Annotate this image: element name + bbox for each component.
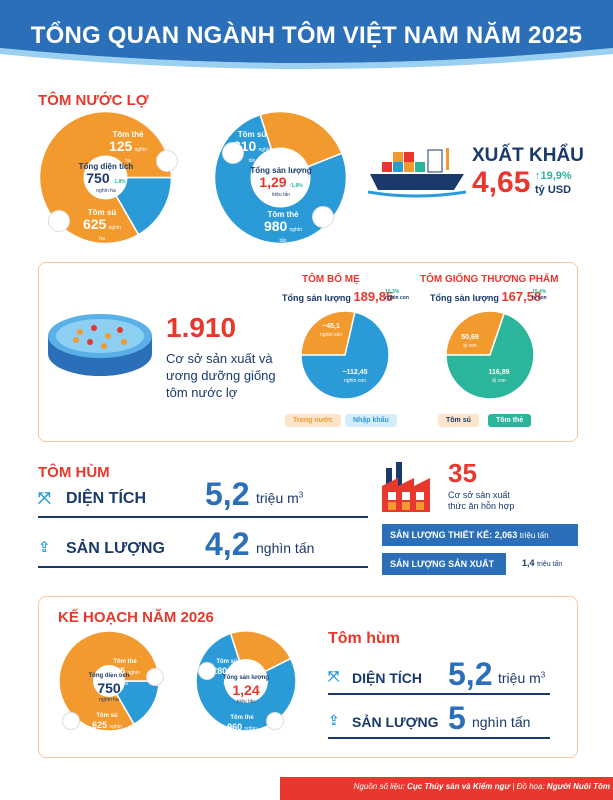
upload-icon: ⇪ xyxy=(38,539,51,556)
broodstock-total: Tổng sản lượng 189,85 xyxy=(282,289,394,304)
plan-area-value: 5,2 xyxy=(448,656,493,692)
lobster-area-label: DIỆN TÍCH xyxy=(66,490,146,507)
plan-area-label: DIỆN TÍCH xyxy=(352,670,422,686)
pie-area-whiteleg-label: Tôm thẻ 125 nghìn ha xyxy=(108,130,148,164)
pie-slice-trong-nước xyxy=(300,310,356,356)
feed-description: Cơ sở sản xuất thức ăn hỗn hợp xyxy=(448,490,515,511)
factory-icon xyxy=(382,462,430,512)
seed-description: Cơ sở sản xuất và ương dưỡng giống tôm nướ… xyxy=(166,351,276,400)
divider xyxy=(38,516,368,518)
plan-panel xyxy=(38,596,578,758)
section-title-plan: KẾ HOẠCH NĂM 2026 xyxy=(58,609,214,626)
expand-icon: ⤧ xyxy=(38,490,51,507)
legend-whiteleg: Tôm thẻ xyxy=(488,414,532,427)
pie-area-tiger-label: Tôm sú 625 nghìn ha xyxy=(82,208,122,242)
feed-count: 35 xyxy=(448,458,477,488)
commercial-seed-title: TÔM GIỐNG THƯƠNG PHẨM xyxy=(420,274,559,285)
upload-icon: ⇪ xyxy=(328,712,340,728)
shrimp-icon xyxy=(266,712,284,730)
pie-area-2026 xyxy=(58,630,160,732)
title-banner xyxy=(0,0,613,69)
plan-lobster-title: Tôm hùm xyxy=(328,630,400,647)
lobster-area-unit: triệu m3 xyxy=(256,490,304,506)
plan-area-tiger-label: Tôm sú 625 nghìn ha xyxy=(92,713,122,741)
pie-output-whiteleg-label: Tôm thẻ 980 nghìn tấn xyxy=(263,210,303,244)
plan-area-center: Tổng diện tích 750 nghìn ha xyxy=(88,673,130,703)
pie-output-center: Tổng sản lượng 1,29 ↑1,8% triệu tấn xyxy=(250,166,312,198)
broodstock-title: TÔM BỐ MẸ xyxy=(302,274,360,285)
feed-design-capacity: SẢN LƯỢNG THIẾT KẾ: 2,063 triệu tấn xyxy=(382,524,578,546)
lobster-area-value: 5,2 xyxy=(205,476,250,512)
divider xyxy=(38,566,368,568)
shrimp-icon xyxy=(222,142,244,164)
export-value: 4,65 xyxy=(472,166,531,199)
section-title-brackish: TÔM NƯỚC LỢ xyxy=(38,92,149,109)
feed-actual-value: 1,4 triệu tấn xyxy=(522,558,563,568)
legend-import: Nhập khẩu xyxy=(345,414,397,427)
plan-area-whiteleg-label: Tôm thẻ 125 nghìn ha xyxy=(110,659,140,687)
pie-broodstock xyxy=(300,310,390,400)
export-unit: tỷ USD xyxy=(535,184,572,196)
cargo-ship-icon xyxy=(368,148,466,198)
plan-output-label: SẢN LƯỢNG xyxy=(352,714,439,730)
commercial-whiteleg-label: 116,89 tỷ con xyxy=(488,369,510,384)
pie-slice-tôm-sú xyxy=(445,310,506,356)
legend-tiger: Tôm sú xyxy=(438,414,479,427)
pie-area-2025 xyxy=(38,110,173,245)
broodstock-change: 10,3% nghìn con xyxy=(385,289,409,301)
commercial-seed-change: 15,4% tỷ con xyxy=(532,289,547,301)
divider xyxy=(328,737,550,739)
shrimp-icon xyxy=(198,662,216,680)
lobster-output-label: SẢN LƯỢNG xyxy=(66,540,165,557)
export-label: XUẤT KHẨU xyxy=(472,145,584,166)
shrimp-icon xyxy=(62,712,80,730)
shrimp-icon xyxy=(156,150,178,172)
footer-bar xyxy=(280,777,613,800)
plan-area-unit: triệu m3 xyxy=(498,670,546,686)
seed-panel xyxy=(38,262,578,442)
broodstock-domestic-label: ~45,1 nghìn con xyxy=(320,323,342,338)
pie-area-center: Tổng diện tích 750 ↑1,8% nghìn ha xyxy=(78,162,134,194)
plan-output-value: 5 xyxy=(448,700,466,736)
seed-count: 1.910 xyxy=(166,312,237,343)
shrimp-icon xyxy=(48,210,70,232)
footer-credits: Nguồn số liệu: Cục Thủy sản và Kiểm ngư … xyxy=(353,782,610,791)
pie-slice-tôm-thẻ xyxy=(445,312,535,400)
commercial-tiger-label: 50,69 tỷ con xyxy=(461,334,479,349)
plan-output-whiteleg-label: Tôm thẻ 960 nghìn tấn xyxy=(227,715,257,743)
broodstock-import-label: ~112,45 nghìn con xyxy=(342,369,368,384)
export-change: ↑19,9% xyxy=(535,170,572,182)
plan-output-unit: nghìn tấn xyxy=(472,714,531,730)
section-title-lobster: TÔM HÙM xyxy=(38,464,110,481)
pie-commercial-seed xyxy=(445,310,535,400)
commercial-seed-total: Tổng sản lượng 167,58 xyxy=(430,289,542,304)
shrimp-icon xyxy=(312,206,334,228)
page-title: TỔNG QUAN NGÀNH TÔM VIỆT NAM NĂM 2025 xyxy=(30,22,583,49)
expand-icon: ⤧ xyxy=(328,668,340,684)
lobster-output-unit: nghìn tấn xyxy=(256,540,315,556)
feed-actual-label: SẢN LƯỢNG SẢN XUẤT xyxy=(382,553,506,575)
hatchery-tank-icon xyxy=(48,314,152,376)
shrimp-icon xyxy=(146,668,164,686)
plan-output-tiger-label: Tôm sú 280 nghìn tấn xyxy=(212,659,242,687)
lobster-output-value: 4,2 xyxy=(205,526,250,562)
divider xyxy=(328,693,550,695)
plan-output-center: Tổng sản lượng 1,24 triệu tấn xyxy=(223,675,269,705)
pie-output-2026 xyxy=(195,630,297,732)
pie-slice-nhập-khẩu xyxy=(300,311,390,400)
legend-domestic: Trong nước xyxy=(285,414,341,427)
